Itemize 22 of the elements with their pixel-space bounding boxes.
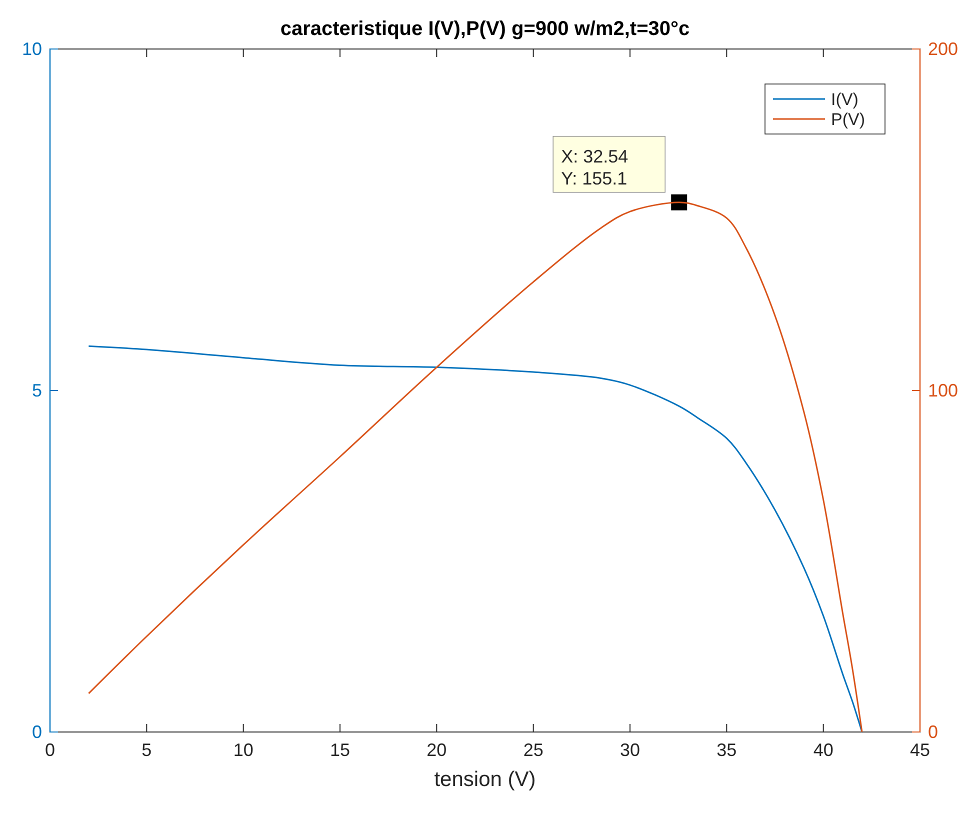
x-tick-label: 10 (233, 740, 254, 760)
x-tick-label: 5 (142, 740, 152, 760)
y-tick-label: 10 (22, 39, 42, 59)
x-axis-title: tension (V) (434, 768, 536, 791)
x-tick-label: 25 (523, 740, 544, 760)
x-tick-label: 40 (813, 740, 834, 760)
x-tick-label: 45 (910, 740, 930, 760)
y-tick-label: 5 (32, 380, 42, 400)
y2-tick-label: 100 (928, 380, 958, 400)
line-series (88, 345, 863, 733)
legend-label: I(V) (831, 90, 858, 109)
x-tick-label: 15 (330, 740, 350, 760)
x-tick-label: 0 (44, 740, 56, 760)
y2-tick-label: 200 (928, 39, 958, 59)
annotation: X: 32.54 Y: 155.1 (561, 146, 628, 188)
chart-title: caracteristique I(V),P(V) g=900 w/m2,t=30°c (280, 18, 690, 40)
y-tick-label: 0 (32, 722, 42, 742)
x-tick-label: 20 (426, 740, 447, 760)
x-tick-label: 30 (620, 740, 640, 760)
x-tick-label: 35 (716, 740, 737, 760)
y2-tick-label: 0 (928, 722, 938, 742)
legend-label: P(V) (831, 110, 865, 129)
